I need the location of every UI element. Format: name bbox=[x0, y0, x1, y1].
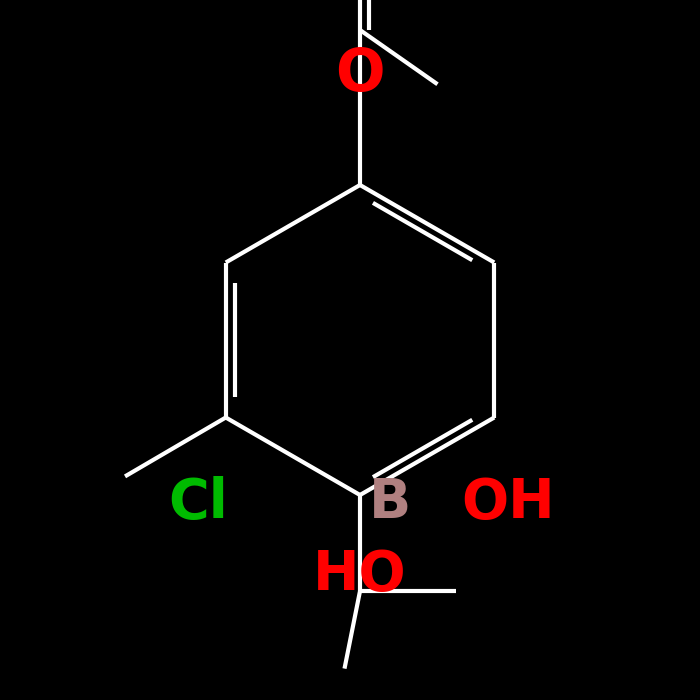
Text: HO: HO bbox=[313, 548, 407, 602]
Text: B: B bbox=[369, 476, 411, 530]
Text: O: O bbox=[335, 46, 385, 104]
Text: OH: OH bbox=[461, 476, 555, 530]
Text: Cl: Cl bbox=[168, 476, 228, 530]
